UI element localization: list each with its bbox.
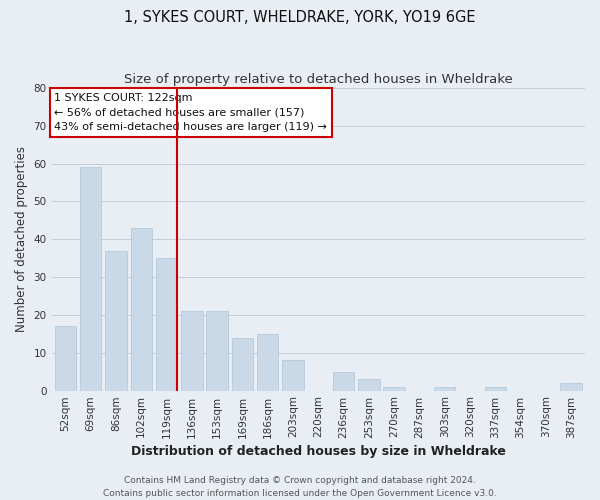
Bar: [232, 338, 253, 390]
X-axis label: Distribution of detached houses by size in Wheldrake: Distribution of detached houses by size …: [131, 444, 506, 458]
Y-axis label: Number of detached properties: Number of detached properties: [15, 146, 28, 332]
Bar: [55, 326, 76, 390]
Bar: [333, 372, 354, 390]
Bar: [485, 387, 506, 390]
Bar: [383, 387, 405, 390]
Text: 1 SYKES COURT: 122sqm
← 56% of detached houses are smaller (157)
43% of semi-det: 1 SYKES COURT: 122sqm ← 56% of detached …: [54, 92, 327, 132]
Text: Contains HM Land Registry data © Crown copyright and database right 2024.
Contai: Contains HM Land Registry data © Crown c…: [103, 476, 497, 498]
Bar: [560, 383, 582, 390]
Bar: [206, 311, 228, 390]
Bar: [156, 258, 178, 390]
Bar: [80, 168, 101, 390]
Bar: [257, 334, 278, 390]
Bar: [181, 311, 203, 390]
Bar: [358, 379, 380, 390]
Text: 1, SYKES COURT, WHELDRAKE, YORK, YO19 6GE: 1, SYKES COURT, WHELDRAKE, YORK, YO19 6G…: [124, 10, 476, 25]
Bar: [105, 250, 127, 390]
Bar: [282, 360, 304, 390]
Title: Size of property relative to detached houses in Wheldrake: Size of property relative to detached ho…: [124, 72, 512, 86]
Bar: [434, 387, 455, 390]
Bar: [131, 228, 152, 390]
